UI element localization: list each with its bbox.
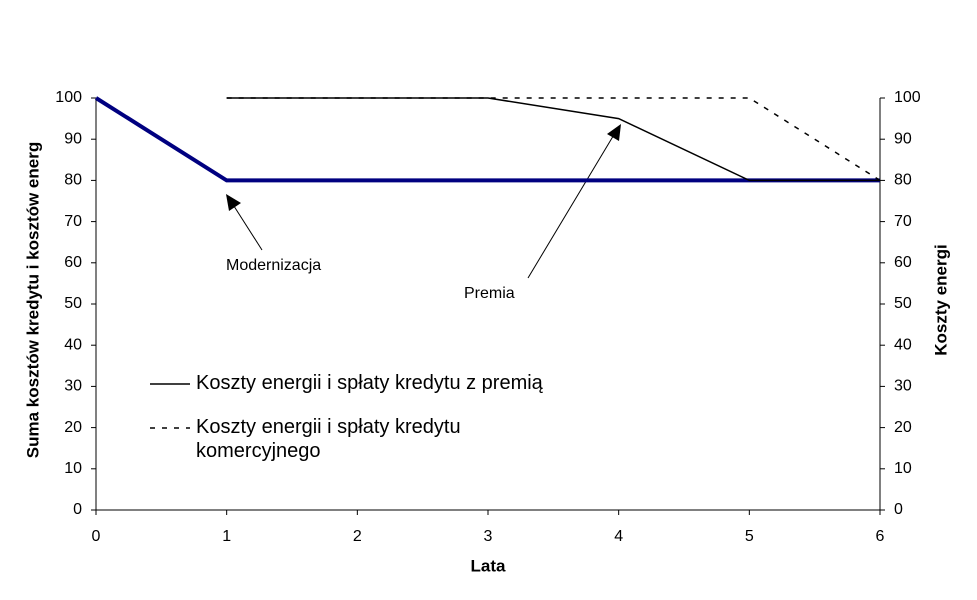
y-tick-label: 100: [55, 89, 82, 106]
y2-tick-label: 50: [894, 295, 912, 312]
y-tick-label: 50: [64, 295, 82, 312]
y2-tick-label: 100: [894, 89, 921, 106]
annotation: Modernizacja: [226, 257, 321, 274]
series-line: [226, 97, 880, 182]
y2-tick-label: 30: [894, 378, 912, 395]
y2-tick-label: 80: [894, 172, 912, 189]
x-tick-label: 5: [745, 528, 754, 545]
y-tick-label: 20: [64, 419, 82, 436]
y2-axis-label: Koszty energi: [931, 244, 950, 355]
x-tick-label: 6: [876, 528, 885, 545]
annotation-arrowhead: [607, 124, 621, 141]
y2-tick-label: 60: [894, 254, 912, 271]
y-tick-label: 30: [64, 378, 82, 395]
x-tick-label: 2: [353, 528, 362, 545]
y-tick-label: 90: [64, 130, 82, 147]
legend-label: Koszty energii i spłaty kredytu komercyj…: [196, 416, 461, 462]
y-tick-label: 10: [64, 460, 82, 477]
y-tick-label: 0: [73, 501, 82, 518]
annotation-arrow: [231, 202, 263, 251]
y2-tick-label: 0: [894, 501, 903, 518]
y-tick-label: 80: [64, 172, 82, 189]
y-tick-label: 60: [64, 254, 82, 271]
annotation: Premia: [464, 285, 515, 302]
y2-tick-label: 10: [894, 460, 912, 477]
x-tick-label: 1: [222, 528, 231, 545]
y2-tick-label: 70: [894, 213, 912, 230]
y-tick-label: 40: [64, 336, 82, 353]
y-axis-label: Suma kosztów kredytu i kosztów energ: [23, 142, 42, 458]
y2-tick-label: 40: [894, 336, 912, 353]
annotation-arrow: [527, 132, 616, 279]
legend-item: Koszty energii i spłaty kredytu z premią: [196, 372, 543, 394]
annotation-arrowhead: [226, 194, 241, 211]
x-tick-label: 0: [92, 528, 101, 545]
series-line: [226, 97, 881, 182]
y2-tick-label: 90: [894, 130, 912, 147]
x-axis-label: Lata: [471, 556, 507, 575]
x-tick-label: 4: [614, 528, 623, 545]
legend-label: Koszty energii i spłaty kredytu z premią: [196, 372, 543, 394]
legend-item: Koszty energii i spłaty kredytu komercyj…: [196, 416, 461, 462]
series-line: [94, 96, 880, 183]
y-tick-label: 70: [64, 213, 82, 230]
y2-tick-label: 20: [894, 419, 912, 436]
x-tick-label: 3: [484, 528, 493, 545]
